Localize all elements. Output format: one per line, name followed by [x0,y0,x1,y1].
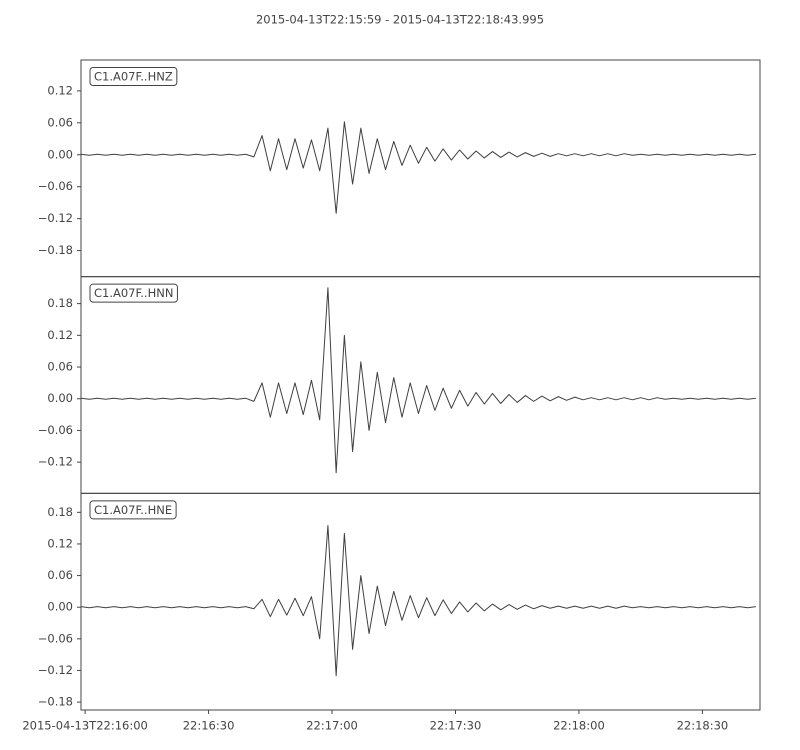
trace-label: C1.A07F..HNZ [94,70,173,84]
y-tick-label: −0.06 [38,423,73,437]
x-tick-label: 22:18:00 [553,719,605,733]
trace-label-box [89,500,177,520]
y-tick-label: −0.12 [38,663,73,677]
x-tick-label: 22:16:30 [183,719,235,733]
y-tick-label: 0.12 [47,328,73,342]
y-tick-label: 0.00 [47,391,73,405]
chart-title: 2015-04-13T22:15:59 - 2015-04-13T22:18:4… [256,13,544,27]
x-tick-label: 22:17:30 [430,719,482,733]
y-tick-label: 0.06 [47,360,73,374]
trace-label-box [89,67,178,86]
y-tick-label: −0.12 [38,211,73,225]
waveform [81,287,756,474]
y-tick-label: 0.12 [47,536,73,550]
waveform [81,121,756,214]
trace-label: C1.A07F..HNE [94,503,172,517]
y-tick-label: −0.06 [38,631,73,645]
panel-frame [80,276,761,494]
panel-frame [80,492,761,711]
x-tick-label: 2015-04-13T22:16:00 [22,719,148,733]
panel-frame [80,59,761,278]
y-tick-label: −0.12 [38,455,73,469]
y-tick-label: 0.18 [47,505,73,519]
trace-label: C1.A07F..HNN [94,286,173,300]
waveform [81,524,756,677]
y-tick-label: −0.18 [38,243,73,257]
y-tick-label: −0.18 [38,695,73,709]
y-tick-label: 0.18 [47,296,73,310]
y-tick-label: −0.06 [38,179,73,193]
y-tick-label: 0.12 [47,83,73,97]
x-tick-label: 22:17:00 [306,719,358,733]
y-tick-label: 0.00 [47,600,73,614]
y-tick-label: 0.06 [47,568,73,582]
y-tick-label: 0.06 [47,115,73,129]
trace-label-box [89,283,178,303]
y-tick-label: 0.00 [47,147,73,161]
x-tick-label: 22:18:30 [677,719,729,733]
